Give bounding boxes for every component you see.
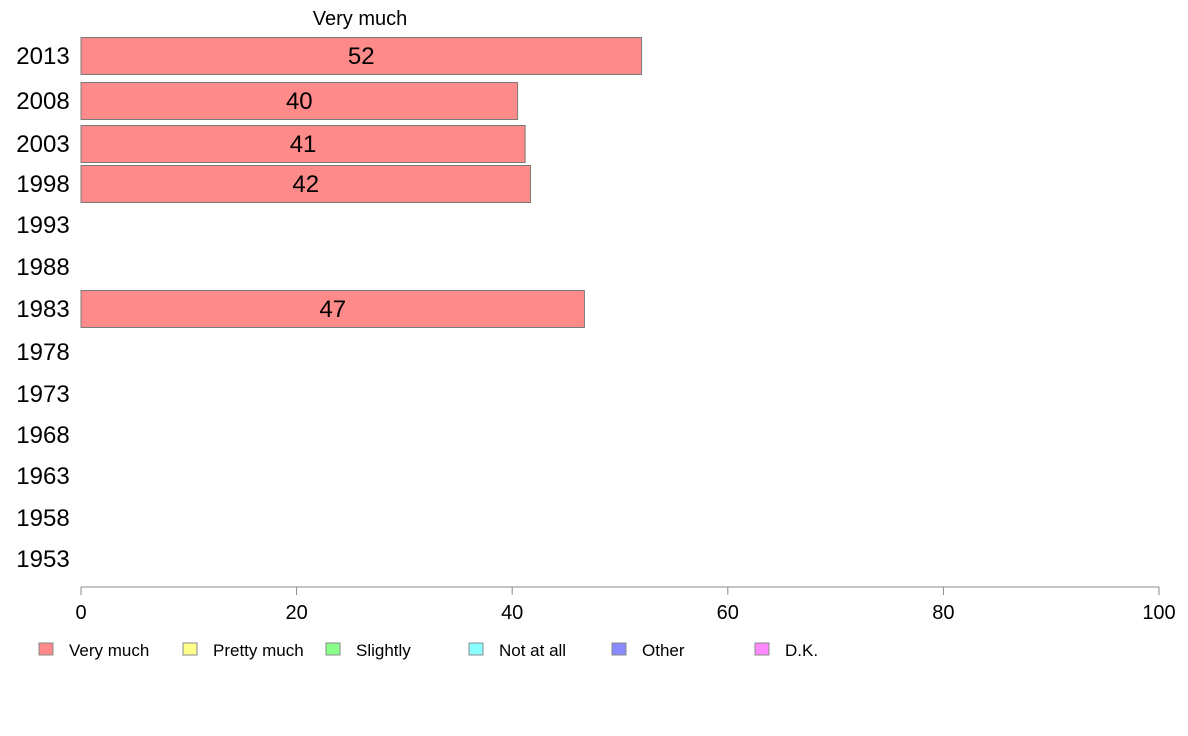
y-tick-label: 1998	[16, 171, 69, 198]
y-tick-label: 1983	[16, 296, 69, 323]
bar	[80, 290, 585, 328]
legend-swatch	[38, 642, 54, 656]
y-tick-label: 2003	[16, 131, 69, 158]
y-tick-label: 1978	[16, 339, 69, 366]
y-tick-label: 2013	[16, 43, 69, 70]
legend-label: D.K.	[785, 641, 818, 660]
bar-value-label: 41	[290, 131, 317, 158]
y-axis-labels: 2013 2008 2003 1998 1993 1988 1983 1978 1973 1968…	[16, 43, 69, 573]
x-tick-label: 100	[1142, 602, 1175, 624]
y-tick-label: 1973	[16, 381, 69, 408]
x-tick-label: 0	[75, 602, 86, 624]
x-tick-label: 20	[285, 602, 307, 624]
bar-value-label: 42	[292, 171, 319, 198]
y-tick-label: 1968	[16, 422, 69, 449]
bar	[80, 82, 519, 120]
legend-label: Very much	[69, 641, 149, 660]
bar-value-label: 52	[348, 43, 375, 70]
bar	[80, 37, 643, 75]
y-tick-label: 1993	[16, 212, 69, 239]
legend-label: Other	[642, 641, 685, 660]
bar	[80, 125, 526, 163]
x-axis: 0 20 40 60 80 100	[75, 586, 1176, 624]
bar-value-label: 40	[286, 88, 313, 115]
x-tick-label: 40	[501, 602, 523, 624]
legend-swatch	[325, 642, 341, 656]
legend-label: Slightly	[356, 641, 411, 660]
legend-label: Not at all	[499, 641, 566, 660]
bars-group: 52 40 41 42 47	[80, 37, 643, 328]
legend-swatch	[468, 642, 484, 656]
bar	[80, 165, 532, 203]
bar-value-label: 47	[319, 296, 346, 323]
legend-swatch	[611, 642, 627, 656]
x-tick-label: 80	[932, 602, 954, 624]
chart-title: Very much	[313, 8, 407, 30]
legend: Very much Pretty much Slightly Not at all Ot…	[38, 641, 818, 660]
y-tick-label: 1963	[16, 463, 69, 490]
y-tick-label: 2008	[16, 88, 69, 115]
legend-swatch	[754, 642, 770, 656]
x-tick-label: 60	[717, 602, 739, 624]
y-tick-label: 1953	[16, 546, 69, 573]
y-tick-label: 1958	[16, 505, 69, 532]
legend-label: Pretty much	[213, 641, 304, 660]
legend-swatch	[182, 642, 198, 656]
y-tick-label: 1988	[16, 254, 69, 281]
